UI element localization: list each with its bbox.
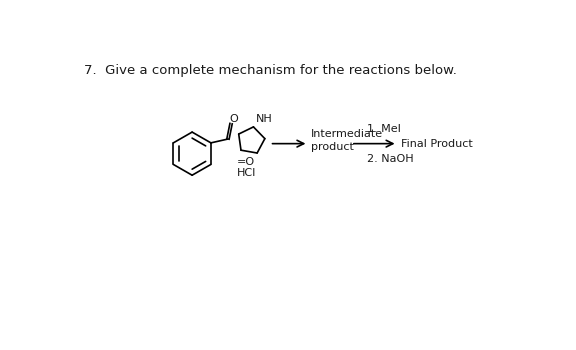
Text: 1. MeI: 1. MeI [367,124,401,134]
Text: 7.  Give a complete mechanism for the reactions below.: 7. Give a complete mechanism for the rea… [84,64,457,77]
Text: Final Product: Final Product [400,139,472,149]
Text: O: O [229,114,238,124]
Text: =O: =O [237,157,255,167]
Text: 2. NaOH: 2. NaOH [367,154,414,164]
Text: HCI: HCI [237,168,256,178]
Text: NH: NH [256,114,272,124]
Text: Intermediate
product: Intermediate product [310,129,383,152]
